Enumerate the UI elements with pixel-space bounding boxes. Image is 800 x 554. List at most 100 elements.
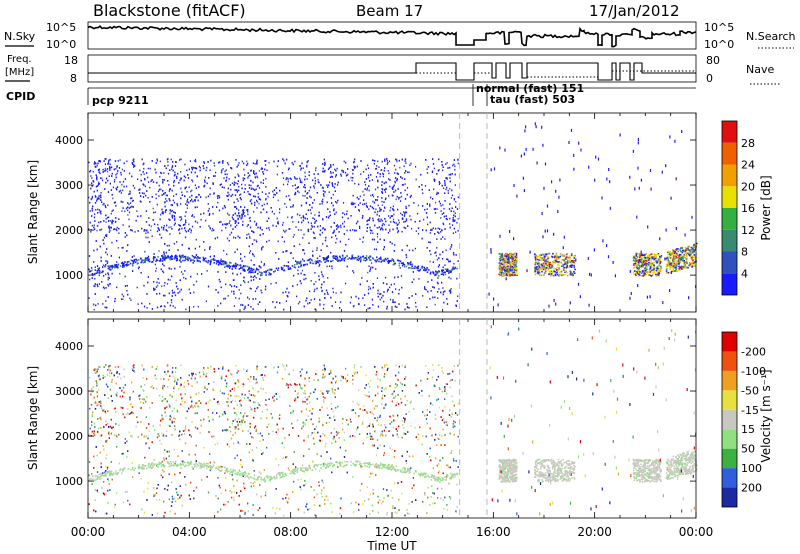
echo-point [234, 189, 236, 191]
echo-point [405, 162, 407, 164]
echo-point [322, 187, 324, 189]
echo-point [379, 238, 381, 241]
echo-point [168, 184, 170, 186]
echo-point [132, 262, 135, 264]
echo-point [325, 236, 327, 239]
echo-point [438, 257, 440, 259]
echo-point [129, 297, 131, 300]
echo-point [291, 162, 293, 164]
echo-point [180, 255, 183, 258]
echo-point [377, 196, 379, 198]
echo-point [511, 269, 513, 271]
echo-point [322, 170, 324, 173]
echo-point [543, 259, 545, 261]
echo-point [325, 216, 328, 218]
echo-point [499, 258, 501, 260]
echo-point [190, 260, 192, 262]
echo-point [550, 274, 552, 277]
echo-point [405, 205, 407, 208]
echo-point [454, 168, 456, 171]
echo-point [253, 239, 255, 241]
echo-point [107, 283, 109, 286]
echo-point [353, 160, 355, 163]
echo-point [144, 185, 146, 188]
echo-point [163, 264, 165, 267]
echo-point [293, 176, 296, 178]
echo-point [421, 237, 423, 240]
echo-point [185, 230, 188, 233]
echo-point [94, 228, 96, 231]
echo-point [515, 262, 518, 264]
echo-point [333, 255, 335, 257]
echo-point [285, 195, 287, 198]
echo-point [352, 172, 354, 175]
echo-point [263, 271, 265, 273]
echo-point [333, 222, 335, 224]
echo-point [405, 219, 408, 222]
echo-point [238, 215, 240, 217]
echo-point [547, 261, 549, 263]
echo-point [376, 256, 378, 259]
echo-point [196, 273, 198, 275]
echo-point [100, 196, 102, 199]
echo-point [377, 241, 379, 243]
echo-point [364, 257, 367, 259]
echo-point [203, 260, 205, 262]
echo-point [367, 271, 369, 274]
echo-point [358, 183, 360, 186]
echo-point [314, 220, 316, 223]
echo-point [182, 224, 185, 226]
echo-point [438, 288, 440, 290]
echo-point [437, 297, 439, 299]
echo-point [410, 162, 412, 165]
echo-point [120, 173, 122, 176]
echo-point [185, 203, 187, 205]
echo-point [97, 208, 99, 211]
echo-point [109, 182, 111, 185]
echo-point [88, 268, 90, 271]
noise-tick-right-bottom: 10^0 [704, 38, 734, 51]
echo-point [399, 166, 401, 169]
echo-point [174, 306, 176, 309]
echo-point [106, 262, 108, 264]
echo-point [335, 174, 337, 176]
echo-point [370, 266, 372, 269]
echo-point [94, 202, 97, 204]
echo-point [534, 263, 536, 266]
echo-point [500, 256, 503, 259]
echo-point [403, 226, 405, 229]
echo-point [228, 239, 230, 242]
echo-point [266, 269, 269, 272]
echo-point [205, 196, 207, 199]
echo-point [361, 217, 364, 219]
echo-point [117, 160, 119, 162]
echo-point [142, 183, 144, 185]
echo-point [250, 270, 253, 272]
echo-point [234, 194, 237, 196]
echo-point [501, 255, 504, 257]
echo-point [231, 216, 233, 219]
echo-point [253, 195, 255, 197]
echo-point [436, 247, 438, 249]
echo-point [162, 211, 164, 213]
echo-point [288, 194, 290, 197]
echo-point [266, 240, 268, 243]
echo-point [131, 263, 134, 265]
echo-point [112, 197, 114, 200]
echo-point [171, 204, 173, 206]
echo-point [239, 197, 241, 199]
echo-point [209, 246, 211, 248]
echo-point [512, 267, 515, 269]
echo-point [388, 178, 390, 180]
echo-point [225, 223, 228, 225]
echo-point [255, 239, 257, 242]
echo-point [243, 177, 246, 180]
echo-point [123, 162, 125, 165]
echo-point [322, 307, 325, 310]
echo-point [436, 281, 439, 284]
echo-point [92, 170, 94, 173]
echo-point [422, 229, 424, 231]
echo-point [291, 216, 293, 218]
echo-point [113, 228, 115, 231]
echo-point [322, 190, 325, 192]
